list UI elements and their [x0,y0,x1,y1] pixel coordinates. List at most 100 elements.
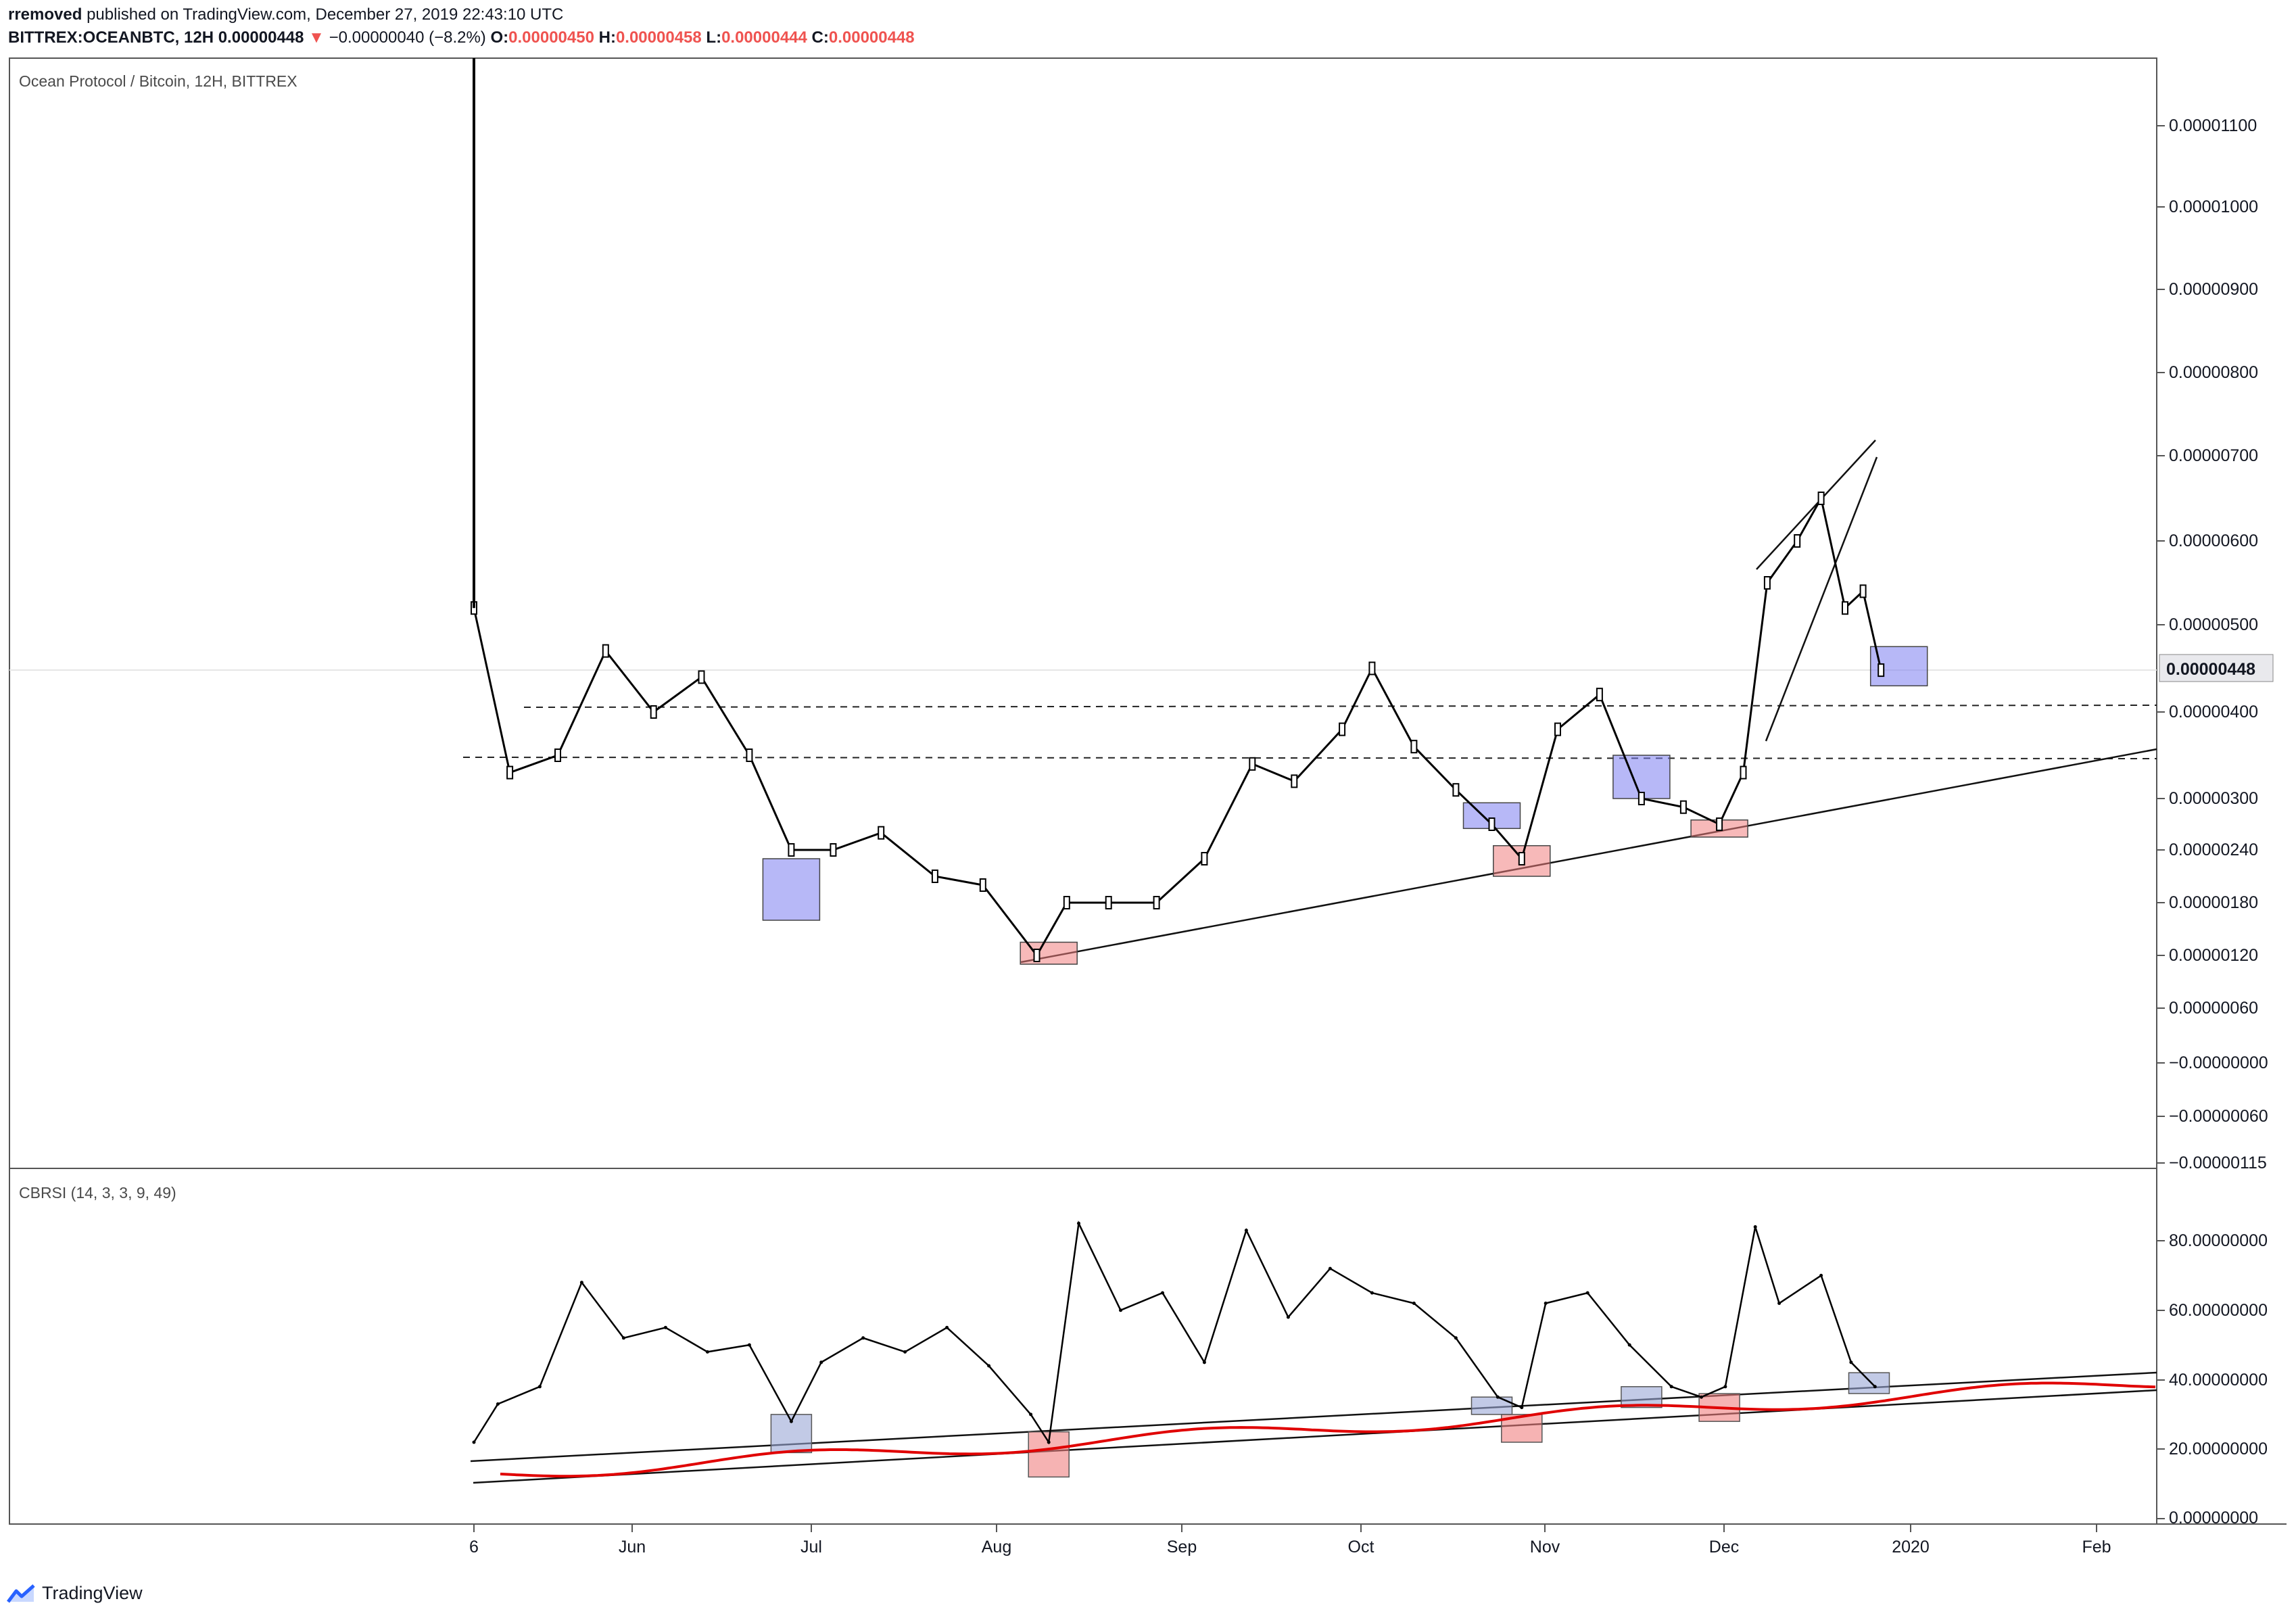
cbrsi-point[interactable] [1286,1315,1290,1319]
cbrsi-point[interactable] [663,1325,667,1329]
price-candle[interactable] [1368,661,1376,675]
price-candle[interactable] [788,843,795,857]
price-candle[interactable] [554,748,561,762]
price-candle[interactable] [650,705,657,719]
cbrsi-point[interactable] [1047,1440,1051,1444]
time-axis[interactable]: 6 Jun Jul Aug Sep Oct Nov Dec 2020 Feb [469,1524,2111,1556]
price-candle[interactable] [1637,792,1645,805]
price-drawings[interactable] [462,439,2157,964]
indicator-tick-label: 80.00000000 [2169,1231,2268,1250]
price-series[interactable] [471,58,1885,962]
indicator-buy-box[interactable] [1470,1396,1513,1415]
indicator-axis[interactable]: 80.00000000 60.00000000 40.00000000 20.0… [2157,1231,2268,1527]
price-candle[interactable] [1452,783,1460,797]
cbrsi-point[interactable] [1119,1308,1122,1312]
indicator-upper-trendline[interactable] [470,1371,2157,1463]
cbrsi-point[interactable] [1520,1406,1524,1410]
price-candle[interactable] [878,826,885,840]
price-candle[interactable] [602,644,609,658]
price-candle[interactable] [1554,722,1561,736]
cbrsi-point[interactable] [1873,1385,1877,1389]
cbrsi-point[interactable] [621,1336,625,1340]
indicator-lower-trendline[interactable] [473,1389,2157,1484]
cbrsi-point[interactable] [987,1364,991,1368]
time-tick: Dec [1709,1524,1739,1556]
price-axis[interactable]: 0.00001100 0.00001000 0.00000900 0.00000… [2157,116,2268,1172]
price-candle[interactable] [1291,774,1298,788]
cbrsi-point[interactable] [1849,1360,1853,1364]
price-candle[interactable] [746,748,753,762]
price-candle[interactable] [1410,740,1418,754]
cbrsi-point[interactable] [496,1402,500,1406]
price-candle[interactable] [1339,722,1346,736]
cbrsi-point[interactable] [1777,1302,1781,1305]
price-candle[interactable] [1842,601,1848,615]
cbrsi-point[interactable] [1627,1343,1631,1347]
rising-trendline[interactable] [1020,748,2157,964]
price-candle[interactable] [1033,949,1041,962]
price-candle[interactable] [1596,688,1603,702]
indicator-buy-box[interactable] [1848,1372,1890,1394]
cbrsi-point[interactable] [472,1440,476,1444]
price-candle[interactable] [931,870,938,883]
brand[interactable]: TradingView [7,1583,143,1604]
price-candle[interactable] [1763,576,1771,590]
cbrsi-point[interactable] [1412,1302,1416,1305]
cbrsi-point[interactable] [705,1350,709,1354]
price-candle[interactable] [830,843,837,857]
indicator-drawings[interactable] [470,1371,2157,1484]
wedge-lower-line[interactable] [1765,456,1878,742]
price-candle[interactable] [1859,584,1867,598]
price-candle[interactable] [1794,534,1801,548]
cbrsi-point[interactable] [789,1419,793,1423]
price-candle[interactable] [1878,663,1885,678]
support-dashed-line[interactable] [462,757,2157,759]
resistance-dashed-line[interactable] [523,705,2157,708]
price-candle[interactable] [1740,765,1747,780]
cbrsi-point[interactable] [747,1343,751,1347]
cbrsi-point[interactable] [1202,1360,1206,1364]
price-candle[interactable] [1063,896,1070,909]
price-candle[interactable] [1201,852,1208,865]
cbrsi-point[interactable] [1328,1266,1332,1270]
cbrsi-point[interactable] [861,1336,865,1340]
cbrsi-point[interactable] [1370,1291,1374,1295]
cbrsi-point[interactable] [1029,1412,1033,1417]
price-candle[interactable] [1518,852,1525,865]
buy-zone-box[interactable] [1612,755,1671,799]
price-candle[interactable] [1488,817,1496,831]
price-markers[interactable] [762,646,1928,965]
price-candle[interactable] [698,670,705,684]
cbrsi-point[interactable] [1819,1273,1823,1277]
price-candle[interactable] [979,878,986,892]
author-name[interactable]: rremoved [8,5,82,24]
price-candle[interactable] [1716,817,1723,831]
wedge-upper-line[interactable] [1756,439,1876,570]
cbrsi-point[interactable] [903,1350,907,1354]
cbrsi-point[interactable] [1077,1221,1080,1225]
cbrsi-point[interactable] [1585,1291,1589,1295]
cbrsi-point[interactable] [1723,1385,1727,1389]
cbrsi-point[interactable] [1753,1225,1757,1229]
cbrsi-point[interactable] [945,1325,949,1329]
cbrsi-point[interactable] [1700,1395,1703,1399]
cbrsi-point[interactable] [1496,1395,1500,1399]
cbrsi-point[interactable] [819,1360,823,1364]
cbrsi-point[interactable] [1669,1385,1673,1389]
price-candle[interactable] [1249,757,1256,771]
price-candle[interactable] [1153,896,1160,909]
cbrsi-point[interactable] [579,1281,583,1285]
cbrsi-point[interactable] [1544,1302,1548,1305]
cbrsi-point[interactable] [1161,1291,1164,1295]
cbrsi-point[interactable] [1454,1336,1458,1340]
price-candle[interactable] [1817,492,1825,505]
price-tick-label: 0.00000300 [2169,789,2258,808]
price-candle[interactable] [506,765,514,780]
cbrsi-point[interactable] [537,1385,542,1389]
cbrsi-point[interactable] [1244,1229,1248,1233]
buy-zone-box[interactable] [762,858,821,921]
price-candle[interactable] [1105,896,1112,909]
price-candle[interactable] [1679,800,1687,814]
cbrsi-series[interactable] [472,1220,2156,1478]
